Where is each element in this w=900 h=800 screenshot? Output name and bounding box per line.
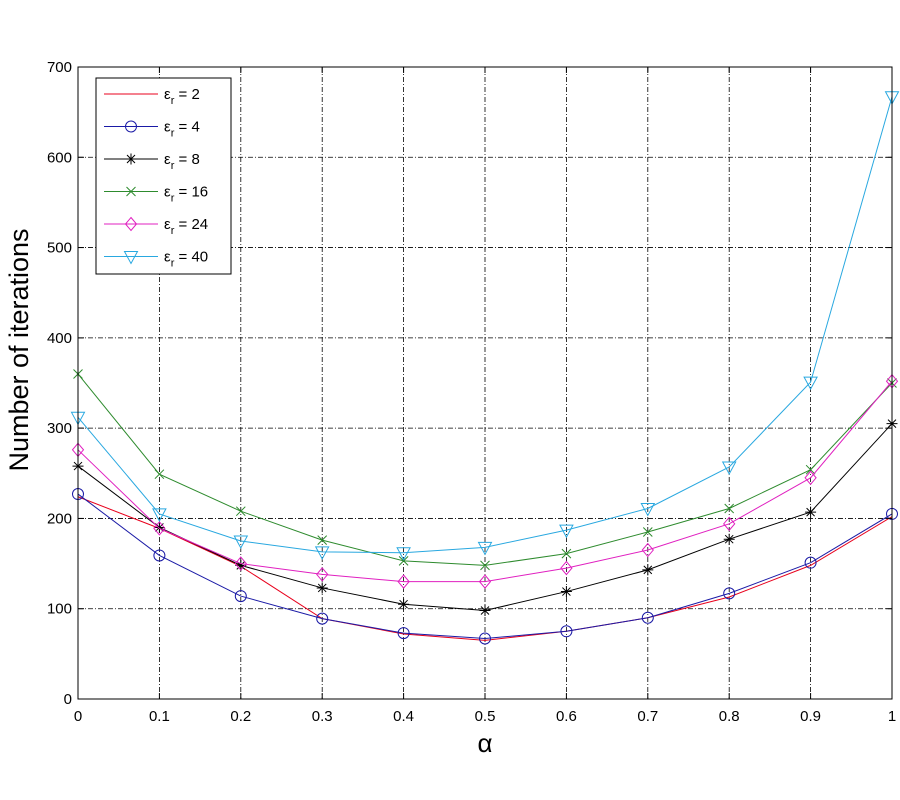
y-tick-label: 0 bbox=[64, 691, 72, 708]
x-tick-label: 0.6 bbox=[556, 708, 577, 725]
axis-ticks: 0 0.1 0.2 0.3 0.4 0.5 0.6 0.7 0.8 0.9 1 0 100 200 300 4… bbox=[47, 59, 896, 725]
data-point bbox=[641, 542, 654, 558]
y-tick-label: 200 bbox=[47, 510, 72, 527]
x-tick-label: 0.5 bbox=[475, 708, 496, 725]
data-point bbox=[723, 587, 736, 600]
data-point bbox=[561, 548, 572, 559]
data-point bbox=[804, 470, 817, 486]
y-tick-label: 100 bbox=[47, 601, 72, 618]
data-point bbox=[641, 611, 654, 624]
data-point bbox=[316, 582, 328, 594]
legend-label: εr = 4 bbox=[164, 119, 200, 140]
data-point bbox=[560, 625, 573, 638]
data-point bbox=[153, 549, 166, 562]
data-point bbox=[640, 502, 656, 517]
data-point bbox=[804, 556, 817, 569]
legend-marker bbox=[124, 216, 138, 232]
data-point bbox=[234, 556, 247, 571]
data-point bbox=[316, 567, 329, 582]
series-line bbox=[77, 380, 893, 583]
x-tick-label: 0.2 bbox=[230, 708, 251, 725]
x-axis-label: α bbox=[477, 728, 492, 758]
data-point bbox=[396, 547, 411, 561]
data-point bbox=[480, 560, 490, 571]
series-2 bbox=[72, 418, 898, 617]
data-point bbox=[398, 598, 410, 610]
y-axis-label: Number of iterations bbox=[4, 228, 34, 471]
series-layer bbox=[70, 91, 900, 645]
data-point bbox=[724, 503, 735, 514]
series-line bbox=[77, 496, 893, 641]
data-point bbox=[559, 524, 574, 539]
legend-item: εr = 2 bbox=[104, 86, 200, 107]
x-tick-label: 0.4 bbox=[393, 708, 414, 725]
x-tick-label: 0 bbox=[74, 708, 82, 725]
data-point bbox=[153, 521, 165, 533]
data-point bbox=[235, 559, 247, 571]
series-line bbox=[77, 493, 893, 640]
data-point bbox=[234, 590, 247, 603]
legend-label: εr = 24 bbox=[164, 216, 208, 237]
series-0 bbox=[77, 496, 893, 641]
legend-item: εr = 8 bbox=[104, 151, 200, 172]
series-5 bbox=[70, 91, 900, 561]
legend-item: εr = 4 bbox=[104, 119, 200, 140]
legend-item: εr = 40 bbox=[104, 249, 208, 270]
data-point bbox=[478, 574, 492, 589]
data-point bbox=[233, 535, 249, 550]
data-point bbox=[723, 516, 736, 532]
legend-item: εr = 16 bbox=[104, 184, 208, 205]
y-tick-label: 500 bbox=[47, 240, 72, 257]
data-point bbox=[560, 586, 572, 598]
y-tick-label: 400 bbox=[47, 330, 72, 347]
y-tick-label: 700 bbox=[47, 59, 72, 76]
legend-label: εr = 2 bbox=[164, 86, 200, 107]
x-tick-label: 0.1 bbox=[149, 708, 170, 725]
data-point bbox=[317, 535, 328, 545]
data-point bbox=[152, 508, 167, 522]
data-point bbox=[154, 469, 165, 480]
data-point bbox=[642, 564, 654, 576]
legend-label: εr = 40 bbox=[164, 249, 208, 270]
data-point bbox=[477, 541, 493, 556]
legend-box bbox=[95, 77, 232, 275]
legend-marker bbox=[123, 251, 139, 265]
data-point bbox=[803, 376, 818, 391]
y-tick-label: 300 bbox=[47, 420, 72, 437]
series-3 bbox=[73, 369, 897, 571]
data-point bbox=[153, 521, 166, 536]
x-tick-label: 0.7 bbox=[637, 708, 658, 725]
data-point bbox=[723, 533, 735, 545]
data-point bbox=[721, 461, 737, 476]
legend-marker bbox=[125, 153, 137, 165]
legend-marker bbox=[125, 120, 137, 133]
legend-label: εr = 16 bbox=[164, 184, 208, 205]
series-4 bbox=[71, 373, 899, 589]
data-point bbox=[479, 605, 491, 617]
x-tick-label: 0.8 bbox=[719, 708, 740, 725]
data-point bbox=[805, 464, 816, 475]
y-tick-label: 600 bbox=[47, 149, 72, 166]
x-tick-label: 0.3 bbox=[312, 708, 333, 725]
data-point bbox=[479, 632, 491, 645]
legend: εr = 2 εr = 4 εr = 8 εr = 16 εr = 24 εr = 40 bbox=[95, 77, 232, 275]
data-point bbox=[316, 612, 329, 625]
x-tick-label: 0.9 bbox=[800, 708, 821, 725]
data-point bbox=[314, 546, 330, 560]
data-point bbox=[397, 574, 410, 589]
data-point bbox=[805, 506, 817, 518]
data-point bbox=[398, 556, 409, 566]
legend-item: εr = 24 bbox=[104, 216, 208, 237]
data-point bbox=[397, 627, 410, 640]
x-tick-label: 1 bbox=[888, 708, 896, 725]
data-point bbox=[235, 506, 246, 517]
legend-marker bbox=[126, 186, 136, 197]
series-line bbox=[77, 96, 893, 554]
data-point bbox=[642, 527, 653, 537]
legend-label: εr = 8 bbox=[164, 151, 200, 172]
data-point bbox=[560, 560, 573, 576]
